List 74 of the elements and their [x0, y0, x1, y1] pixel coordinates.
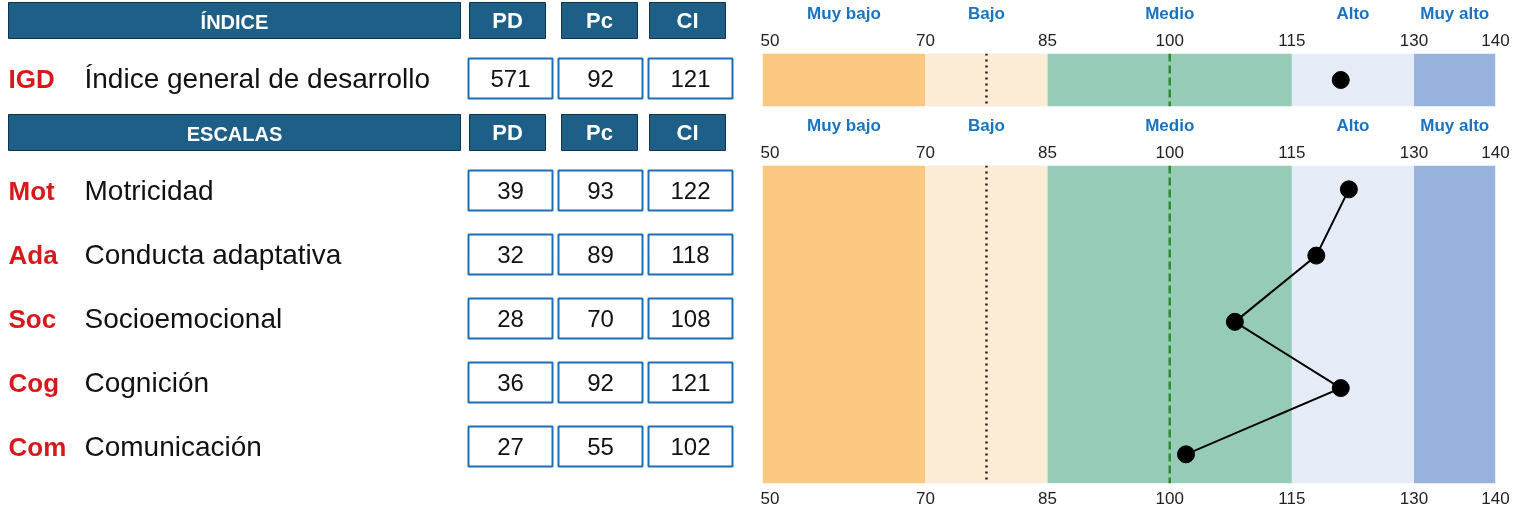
text: Índice general de desarrollo — [84, 63, 431, 94]
x2-tick-label: 70 — [915, 488, 935, 506]
text: 89 — [587, 241, 614, 268]
text: 102 — [670, 433, 711, 460]
text: 571 — [490, 65, 531, 92]
text: 92 — [587, 65, 614, 92]
band-label: Alto — [1336, 3, 1370, 23]
text: 118 — [671, 241, 710, 268]
text: Cognición — [84, 367, 210, 398]
text: 121 — [670, 65, 711, 92]
point — [1225, 312, 1244, 331]
x-tick-label: 115 — [1278, 142, 1306, 162]
text: PD — [492, 8, 523, 33]
point — [1339, 180, 1358, 199]
text: Pc — [586, 8, 613, 33]
x2-tick-label: 130 — [1399, 488, 1429, 506]
x-tick-label: 140 — [1481, 30, 1510, 50]
band-label: Medio — [1145, 115, 1195, 135]
text: Motricidad — [84, 175, 214, 206]
x-tick-label: 85 — [1038, 142, 1058, 162]
x-tick-label: 115 — [1278, 30, 1306, 50]
category-label: Com — [8, 431, 67, 462]
band-label: Muy alto — [1420, 115, 1490, 135]
text: PD — [492, 120, 523, 145]
x2-tick-label: 85 — [1038, 488, 1058, 506]
text: ESCALAS — [186, 122, 283, 145]
text: 39 — [497, 177, 524, 204]
point — [1331, 379, 1350, 398]
x-tick-label: 100 — [1155, 142, 1184, 162]
text: Socioemocional — [84, 303, 283, 334]
x2-tick-label: 100 — [1155, 488, 1184, 506]
band-label: Bajo — [968, 115, 1005, 135]
text: 32 — [497, 241, 524, 268]
text: 108 — [670, 305, 711, 332]
x-tick-label: 140 — [1481, 142, 1510, 162]
category-label: Mot — [8, 175, 55, 206]
x-tick-label: 70 — [915, 30, 935, 50]
text: 122 — [670, 177, 711, 204]
text: ÍNDICE — [200, 10, 269, 33]
text: 36 — [497, 369, 524, 396]
category-label: IGD — [8, 63, 55, 94]
point — [1307, 246, 1326, 265]
text: Pc — [586, 120, 613, 145]
band-label: Medio — [1145, 3, 1195, 23]
x-tick-label: 50 — [760, 30, 780, 50]
x-tick-label: 85 — [1038, 30, 1058, 50]
text: Conducta adaptativa — [84, 239, 342, 270]
band-label: Muy alto — [1420, 3, 1490, 23]
text: CI — [676, 8, 699, 33]
text: 55 — [587, 433, 614, 460]
point — [1177, 445, 1196, 464]
text: 92 — [587, 369, 614, 396]
text: 93 — [587, 177, 614, 204]
x-tick-label: 100 — [1155, 30, 1184, 50]
category-label: Ada — [8, 239, 58, 270]
text: 27 — [497, 433, 524, 460]
x2-tick-label: 115 — [1278, 488, 1306, 506]
category-label: Soc — [8, 303, 57, 334]
band-label: Alto — [1336, 115, 1370, 135]
text: CI — [676, 120, 699, 145]
x-tick-label: 130 — [1399, 142, 1429, 162]
x-tick-label: 130 — [1399, 30, 1429, 50]
category-label: Cog — [8, 367, 60, 398]
band-label: Muy bajo — [807, 3, 881, 23]
band-label: Muy bajo — [807, 115, 881, 135]
text: 121 — [670, 369, 711, 396]
x-tick-label: 70 — [915, 142, 935, 162]
text: Comunicación — [84, 431, 262, 462]
x2-tick-label: 50 — [760, 488, 780, 506]
text: 70 — [587, 305, 614, 332]
x2-tick-label: 140 — [1481, 488, 1510, 506]
text: 28 — [497, 305, 524, 332]
band-label: Bajo — [968, 3, 1005, 23]
x-tick-label: 50 — [760, 142, 780, 162]
